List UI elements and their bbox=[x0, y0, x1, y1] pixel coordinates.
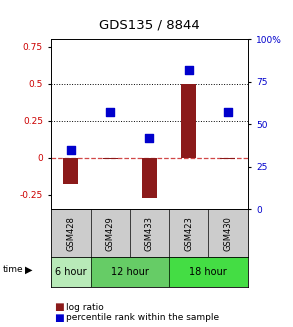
Bar bbox=[181, 84, 196, 158]
Text: ■: ■ bbox=[54, 302, 64, 312]
Text: 18 hour: 18 hour bbox=[190, 267, 227, 277]
Text: time: time bbox=[3, 265, 23, 274]
Point bbox=[186, 67, 191, 73]
Point bbox=[69, 147, 73, 152]
Point bbox=[147, 135, 152, 141]
Text: GSM423: GSM423 bbox=[184, 216, 193, 251]
Text: GSM428: GSM428 bbox=[67, 216, 75, 251]
Text: GDS135 / 8844: GDS135 / 8844 bbox=[99, 18, 200, 31]
Bar bbox=[221, 158, 235, 159]
Text: GSM429: GSM429 bbox=[106, 216, 115, 251]
Bar bbox=[91, 257, 169, 286]
Text: 12 hour: 12 hour bbox=[111, 267, 149, 277]
Text: ■: ■ bbox=[54, 313, 64, 323]
Point bbox=[226, 110, 230, 115]
Bar bbox=[142, 158, 157, 198]
Bar bbox=[169, 257, 248, 286]
Bar bbox=[103, 158, 117, 159]
Text: ▶: ▶ bbox=[25, 265, 33, 275]
Text: GSM433: GSM433 bbox=[145, 216, 154, 251]
Text: percentile rank within the sample: percentile rank within the sample bbox=[66, 313, 219, 322]
Text: log ratio: log ratio bbox=[66, 303, 104, 312]
Point bbox=[108, 110, 113, 115]
Text: GSM430: GSM430 bbox=[224, 216, 232, 251]
Bar bbox=[64, 158, 78, 184]
Text: 6 hour: 6 hour bbox=[55, 267, 87, 277]
Bar bbox=[51, 257, 91, 286]
